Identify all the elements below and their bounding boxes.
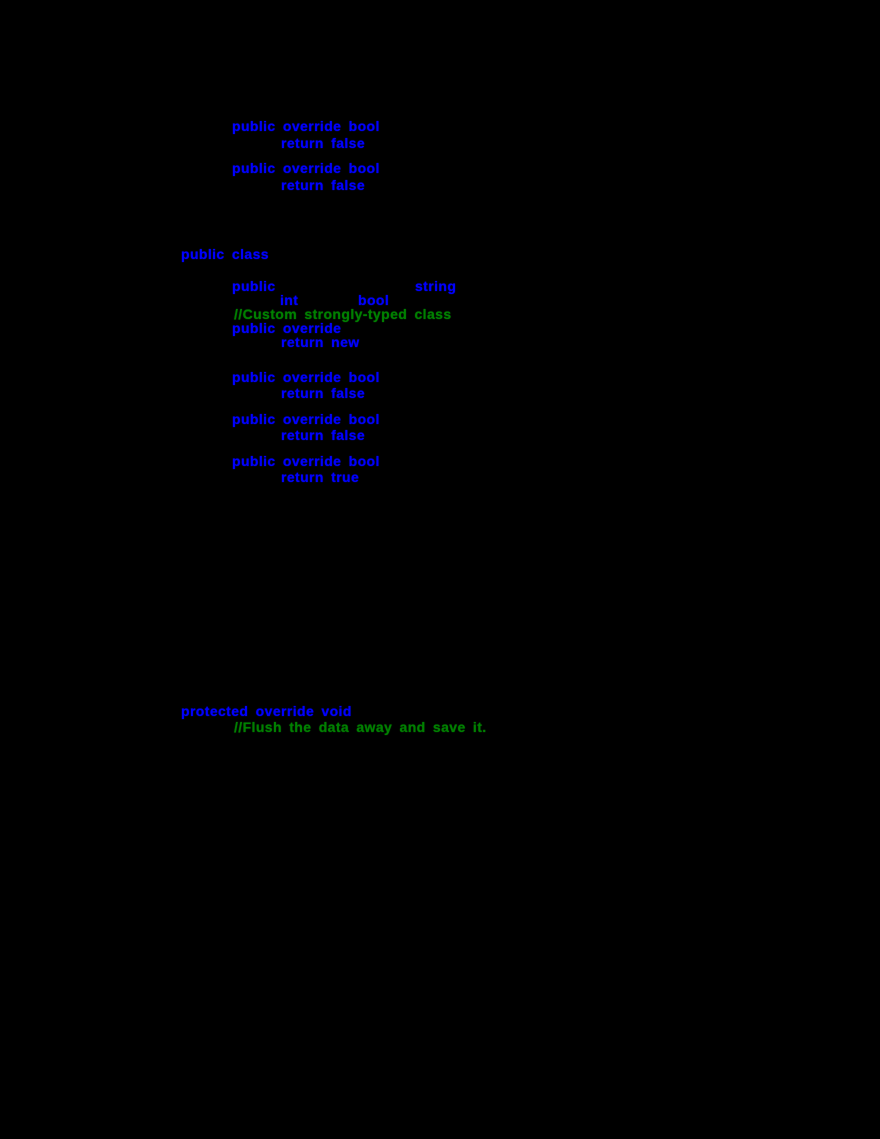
code-keyword-token: return false [281, 427, 366, 443]
code-keyword-token: bool [358, 292, 390, 308]
code-keyword-token: public override bool [232, 453, 380, 469]
code-keyword-token: public override bool [232, 160, 380, 176]
code-keyword-token: public [232, 278, 276, 294]
code-keyword-token: protected override void [181, 703, 352, 719]
code-keyword-token: public override [232, 320, 342, 336]
code-keyword-token: return false [281, 135, 366, 151]
code-keyword-token: return new [281, 334, 360, 350]
code-keyword-token: return false [281, 385, 366, 401]
code-keyword-token: return false [281, 177, 366, 193]
code-comment-token: //Custom strongly-typed class [234, 306, 452, 322]
code-keyword-token: public override bool [232, 118, 380, 134]
code-keyword-token: int [280, 292, 299, 308]
code-keyword-token: return true [281, 469, 360, 485]
code-keyword-token: string [415, 278, 457, 294]
code-keyword-token: public override bool [232, 411, 380, 427]
code-keyword-token: public class [181, 246, 269, 262]
code-comment-token: //Flush the data away and save it. [234, 719, 487, 735]
code-keyword-token: public override bool [232, 369, 380, 385]
